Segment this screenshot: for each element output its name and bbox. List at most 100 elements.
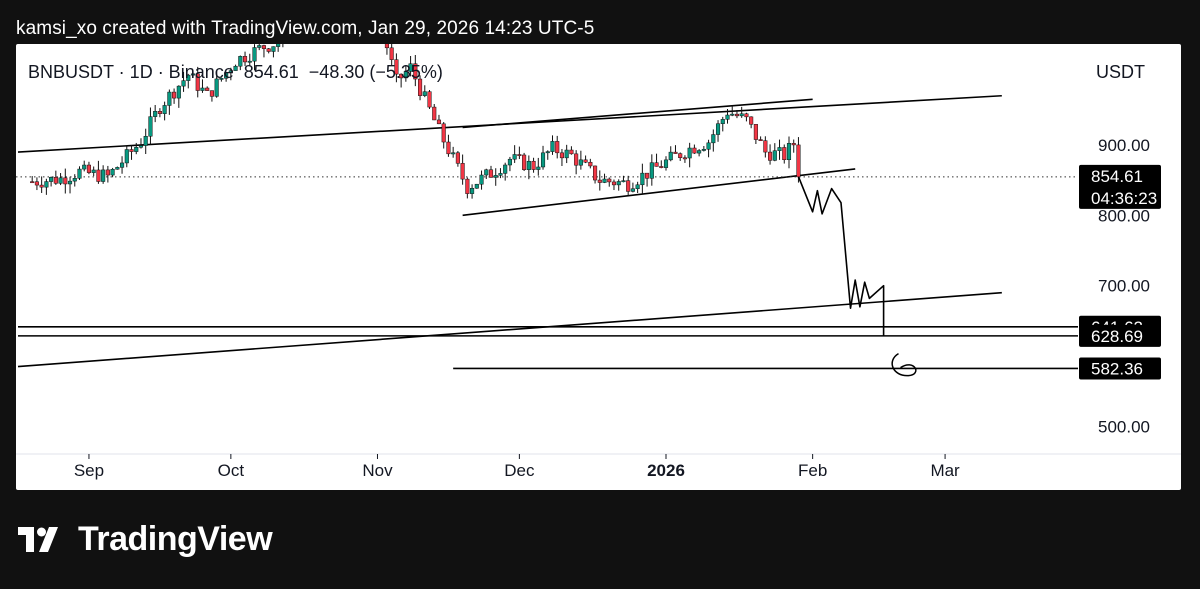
candle-down <box>645 172 650 179</box>
candle-up <box>621 180 626 183</box>
price-label-3: 628.69 <box>1091 327 1143 346</box>
candle-down <box>531 160 536 170</box>
price-label-1: 854.61 <box>1091 167 1143 186</box>
candle-up <box>181 80 186 87</box>
candle-up <box>663 159 669 168</box>
candle-down <box>34 181 39 186</box>
candle-up <box>540 152 546 168</box>
candle-up <box>115 167 120 170</box>
support-trendline <box>17 291 1002 368</box>
candle-up <box>640 172 645 186</box>
candle-up <box>777 147 782 151</box>
candle-down <box>39 184 44 188</box>
price-label-box <box>1079 164 1161 209</box>
x-tick-label: Mar <box>930 461 960 480</box>
candle-up <box>616 181 621 186</box>
price-chart[interactable]: 900.00 800.00 700.00 500.00 Sep Oct Nov Dec 2026… <box>16 44 1181 490</box>
channel-lower <box>462 168 856 217</box>
projection-path <box>797 176 885 337</box>
candle-down <box>384 44 389 49</box>
candle-down <box>559 152 565 159</box>
candle-up <box>190 73 196 76</box>
candle-down <box>129 149 134 152</box>
chart-panel[interactable]: 900.00 800.00 700.00 500.00 Sep Oct Nov Dec 2026… <box>16 44 1181 490</box>
candle-down <box>460 163 465 180</box>
candle-down <box>432 106 437 121</box>
candle-down <box>682 157 687 160</box>
candle-up <box>247 60 252 63</box>
candle-down <box>768 151 773 161</box>
candle-down <box>555 141 560 154</box>
candle-down <box>205 87 210 91</box>
candle-down <box>441 123 446 143</box>
candle-down <box>611 181 617 186</box>
candle-up <box>602 178 607 183</box>
candle-down <box>455 152 460 164</box>
currency-label: USDT <box>1096 62 1145 82</box>
candle-up <box>91 169 96 173</box>
candle-up <box>276 44 281 47</box>
candle-up <box>697 150 702 154</box>
candle-up <box>550 141 555 152</box>
candle-up <box>124 149 129 164</box>
candle-up <box>134 147 139 152</box>
candle-down <box>744 113 749 118</box>
candle-down <box>446 141 451 155</box>
candle-down <box>157 111 162 114</box>
candle-up <box>512 154 517 160</box>
candle-up <box>479 174 484 185</box>
candle-down <box>796 144 801 178</box>
candle-up <box>219 78 224 80</box>
candle-up <box>138 145 144 148</box>
candle-down <box>749 116 754 125</box>
candle-up <box>224 72 229 79</box>
candle-up <box>545 151 550 154</box>
candle-up <box>484 169 489 176</box>
candle-up <box>238 56 243 67</box>
y-tick-label: 500.00 <box>1098 417 1150 436</box>
candle-up <box>536 166 541 170</box>
candle-up <box>257 45 262 48</box>
legend-change: −48.30 (−5.35%) <box>309 62 443 82</box>
candle-up <box>228 70 233 73</box>
candle-up <box>403 71 408 79</box>
candle-down <box>517 154 522 156</box>
candle-up <box>564 149 569 159</box>
candle-up <box>153 111 158 117</box>
legend-last-price: 854.61 <box>244 62 299 82</box>
candle-up <box>110 169 115 176</box>
candle-down <box>427 91 432 108</box>
tradingview-brand: TradingView <box>18 520 273 559</box>
candle-up <box>176 85 181 99</box>
candle-down <box>758 139 763 142</box>
candle-up <box>507 158 512 166</box>
candle-down <box>782 147 787 160</box>
x-tick-label: Oct <box>218 461 245 480</box>
candle-up <box>706 142 711 150</box>
candle-up <box>730 113 735 116</box>
candle-down <box>436 119 442 125</box>
candle-up <box>67 180 73 185</box>
candle-up <box>451 152 456 155</box>
candle-up <box>72 178 77 182</box>
candle-down <box>678 153 683 158</box>
candle-up <box>44 181 49 188</box>
x-tick-label: 2026 <box>647 461 685 480</box>
candle-up <box>493 175 498 178</box>
y-tick-label: 900.00 <box>1098 136 1150 155</box>
candle-down <box>753 124 758 140</box>
candle-down <box>413 63 418 80</box>
candle-up <box>578 159 583 166</box>
countdown-label: 04:36:23 <box>1091 189 1157 208</box>
candle-down <box>465 178 470 194</box>
candle-down <box>763 140 768 153</box>
candle-down <box>242 56 248 63</box>
channel-upper <box>462 98 813 129</box>
candle-up <box>649 162 654 179</box>
candle-up <box>77 168 82 179</box>
candle-up <box>668 151 673 161</box>
candle-down <box>105 169 110 176</box>
candle-down <box>569 149 574 155</box>
candle-down <box>261 45 267 49</box>
candle-down <box>607 178 612 183</box>
